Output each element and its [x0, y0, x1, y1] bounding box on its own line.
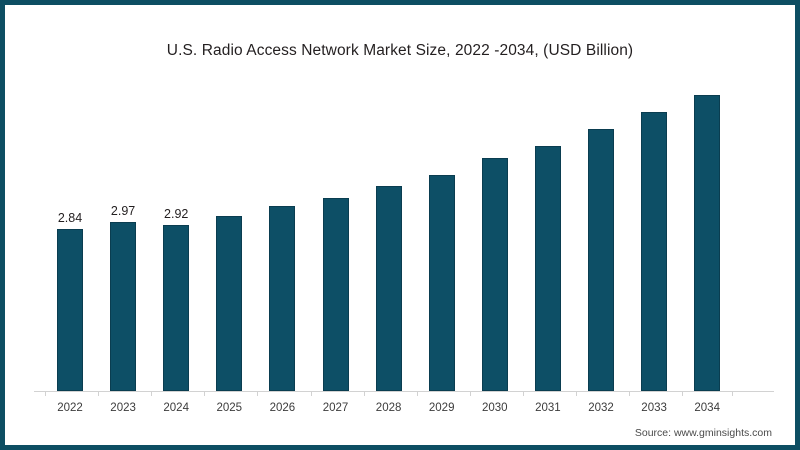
axis-tick: [522, 392, 524, 396]
bar-rect: [322, 198, 349, 391]
axis-tick: [469, 392, 471, 396]
bar-2023: 2.97: [110, 204, 137, 391]
bar-value-label: 2.97: [110, 204, 136, 218]
x-tick-label-2030: 2030: [482, 402, 508, 414]
bar-rect: [534, 146, 561, 391]
x-tick-label-2026: 2026: [269, 402, 296, 414]
bar-rect: [375, 186, 402, 391]
axis-tick: [363, 392, 365, 396]
bar-value-label: 2.92: [164, 207, 189, 221]
chart-title: U.S. Radio Access Network Market Size, 2…: [166, 42, 634, 59]
x-tick-label-2024: 2024: [163, 402, 189, 414]
bar-rect: [57, 229, 83, 391]
bar-2024: 2.92: [163, 207, 190, 391]
axis-tick: [416, 392, 418, 396]
bar-value-label: 2.84: [57, 211, 83, 225]
x-tick-label-2027: 2027: [322, 402, 349, 414]
axis-tick: [98, 392, 100, 396]
axis-tick: [682, 392, 684, 396]
source-note: Source: www.gminsights.com: [634, 427, 772, 439]
bar-rect: [216, 216, 243, 391]
axis-tick: [257, 392, 259, 396]
x-tick-label-2025: 2025: [216, 402, 243, 414]
bar-2032: [588, 129, 614, 391]
bar-2031: [534, 146, 561, 391]
bar-2025: [216, 216, 243, 391]
axis-tick: [576, 392, 577, 396]
bar-2033: [641, 112, 668, 391]
axis-tick: [629, 392, 631, 396]
x-tick-label-2033: 2033: [641, 402, 667, 414]
bar-2028: [375, 186, 402, 391]
x-tick-label-2028: 2028: [375, 402, 402, 414]
bar-rect: [110, 222, 137, 391]
x-tick-label-2029: 2029: [428, 402, 455, 414]
bar-rect: [481, 158, 508, 391]
bar-2026: [269, 206, 296, 391]
plot-area: 2.84 2.97 2.92 2022 2023 2024 2025 2026 2027 202…: [6, 6, 796, 446]
bar-rect: [694, 95, 721, 391]
bar-2029: [428, 175, 455, 391]
axis-tick: [732, 392, 734, 396]
axis-tick: [310, 392, 312, 396]
x-tick-label-2032: 2032: [588, 402, 614, 414]
bar-rect: [269, 206, 296, 391]
bar-2034: [694, 95, 721, 391]
bar-rect: [428, 175, 455, 391]
axis-tick: [204, 392, 206, 396]
bar-rect: [163, 225, 190, 391]
x-tick-label-2022: 2022: [57, 402, 83, 414]
x-tick-label-2031: 2031: [535, 402, 561, 414]
axis-tick: [45, 392, 46, 396]
bar-2030: [481, 158, 508, 391]
bar-2022: 2.84: [57, 211, 83, 391]
x-tick-label-2034: 2034: [694, 402, 720, 414]
axis-tick: [151, 392, 153, 396]
chart-inner-frame: U.S. Radio Access Network Market Size, 2…: [5, 5, 795, 445]
x-axis-line: [34, 391, 774, 392]
bar-rect: [641, 112, 668, 391]
bar-rect: [588, 129, 614, 391]
bar-2027: [322, 198, 349, 391]
x-tick-label-2023: 2023: [110, 402, 136, 414]
